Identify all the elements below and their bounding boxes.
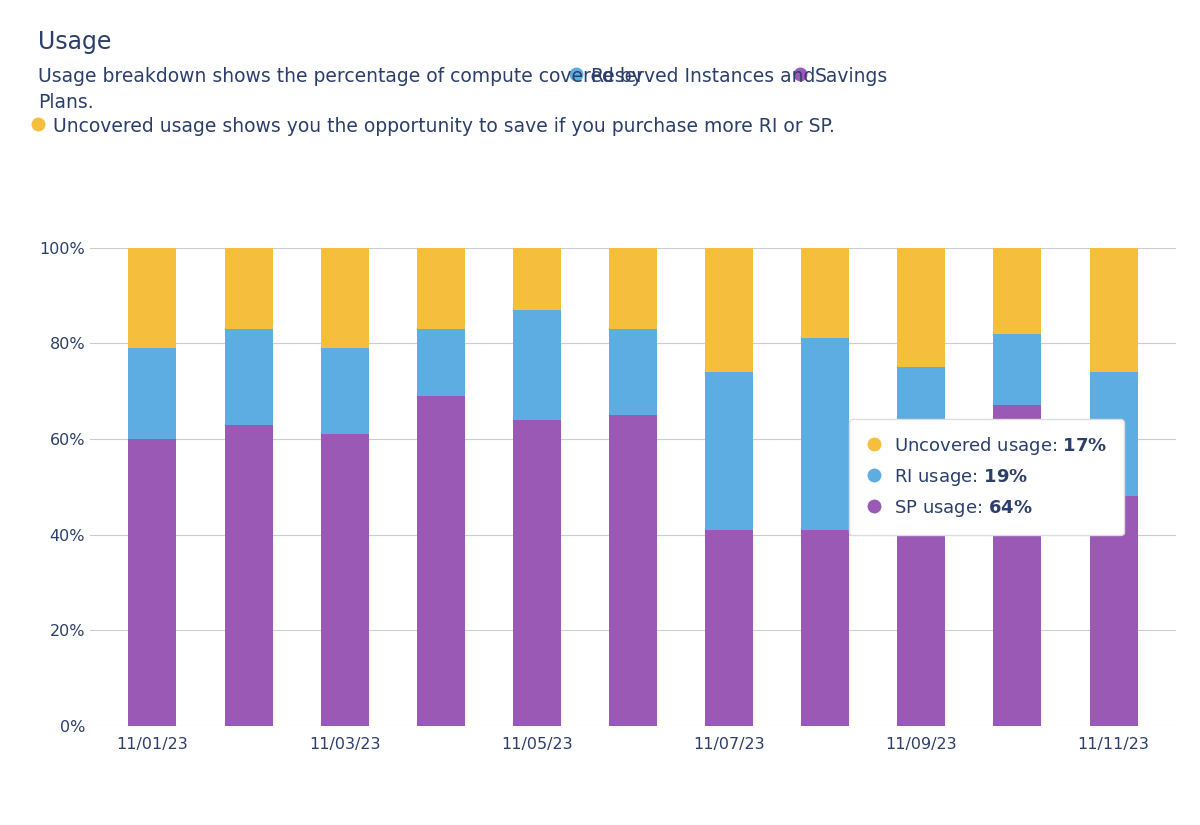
Bar [608, 248, 658, 329]
Bar [1090, 372, 1138, 497]
Bar [706, 530, 754, 726]
Bar [898, 248, 946, 367]
Bar [802, 248, 850, 338]
Bar [224, 425, 272, 726]
Bar [128, 248, 176, 348]
Bar [512, 309, 560, 420]
Bar [802, 338, 850, 530]
Bar [898, 367, 946, 530]
Text: Usage breakdown shows the percentage of compute covered by: Usage breakdown shows the percentage of … [38, 67, 643, 86]
Bar [706, 372, 754, 530]
Bar [608, 415, 658, 726]
Bar [320, 434, 368, 726]
Bar [512, 420, 560, 726]
Legend: Uncovered usage: $\bf{17\%}$, RI usage: $\bf{19\%}$, SP usage: $\bf{64\%}$: Uncovered usage: $\bf{17\%}$, RI usage: … [848, 419, 1123, 535]
Text: Uncovered usage shows you the opportunity to save if you purchase more RI or SP.: Uncovered usage shows you the opportunit… [53, 117, 835, 136]
Bar [898, 530, 946, 726]
Bar [128, 439, 176, 726]
Bar [1090, 497, 1138, 726]
Bar [320, 248, 368, 348]
Text: Usage: Usage [38, 30, 112, 54]
Bar [1090, 248, 1138, 372]
Bar [416, 329, 464, 396]
Bar [224, 248, 272, 329]
Bar [994, 333, 1042, 405]
Bar [224, 329, 272, 425]
Bar [802, 530, 850, 726]
Bar [416, 248, 464, 329]
Bar [994, 405, 1042, 726]
Bar [706, 248, 754, 372]
Text: Savings: Savings [815, 67, 888, 86]
Bar [994, 248, 1042, 333]
Bar [416, 396, 464, 726]
Text: Plans.: Plans. [38, 93, 94, 112]
Bar [608, 329, 658, 415]
Text: Reserved Instances and: Reserved Instances and [592, 67, 815, 86]
Bar [320, 348, 368, 434]
Bar [128, 348, 176, 439]
Bar [512, 248, 560, 309]
